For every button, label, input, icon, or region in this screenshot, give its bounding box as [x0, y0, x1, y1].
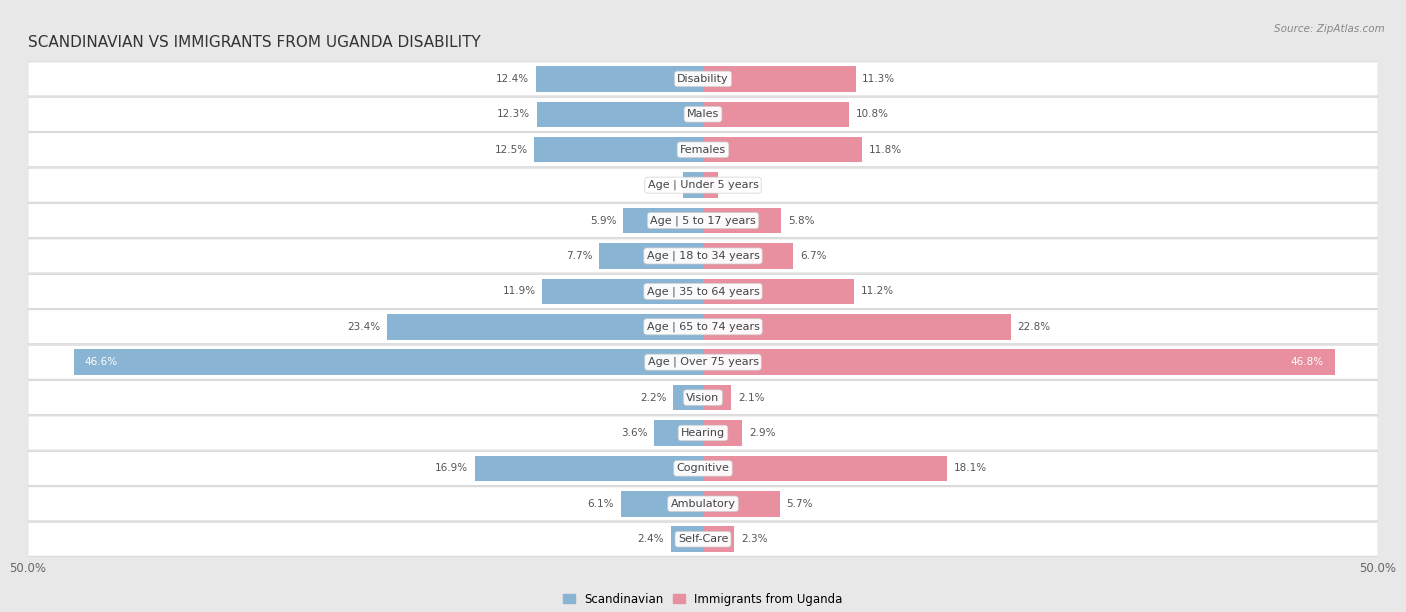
Bar: [673, 385, 703, 410]
Text: 3.6%: 3.6%: [621, 428, 648, 438]
FancyBboxPatch shape: [28, 274, 1378, 308]
Text: 12.5%: 12.5%: [495, 144, 527, 155]
Bar: [703, 456, 948, 481]
Bar: [475, 456, 703, 481]
Text: 2.2%: 2.2%: [640, 392, 666, 403]
Bar: [703, 243, 793, 269]
Bar: [623, 208, 703, 233]
Text: 5.9%: 5.9%: [591, 215, 617, 226]
Bar: [703, 491, 780, 517]
Text: 10.8%: 10.8%: [855, 110, 889, 119]
Text: 7.7%: 7.7%: [565, 251, 592, 261]
Text: Cognitive: Cognitive: [676, 463, 730, 474]
Bar: [537, 102, 703, 127]
Text: 5.7%: 5.7%: [787, 499, 813, 509]
Text: 16.9%: 16.9%: [434, 463, 468, 474]
FancyBboxPatch shape: [28, 416, 1378, 450]
Text: 1.1%: 1.1%: [724, 180, 751, 190]
Text: 46.6%: 46.6%: [84, 357, 118, 367]
Bar: [703, 278, 855, 304]
Text: Females: Females: [681, 144, 725, 155]
Bar: [671, 526, 703, 552]
Bar: [75, 349, 703, 375]
Text: Age | Over 75 years: Age | Over 75 years: [648, 357, 758, 367]
Text: 11.3%: 11.3%: [862, 74, 896, 84]
Text: Age | 65 to 74 years: Age | 65 to 74 years: [647, 321, 759, 332]
FancyBboxPatch shape: [28, 204, 1378, 237]
FancyBboxPatch shape: [28, 522, 1378, 556]
Text: 2.1%: 2.1%: [738, 392, 765, 403]
FancyBboxPatch shape: [28, 487, 1378, 521]
FancyBboxPatch shape: [28, 97, 1378, 132]
Bar: [599, 243, 703, 269]
FancyBboxPatch shape: [28, 239, 1378, 273]
FancyBboxPatch shape: [28, 381, 1378, 414]
Text: 23.4%: 23.4%: [347, 322, 381, 332]
Text: 2.9%: 2.9%: [749, 428, 775, 438]
Text: 11.2%: 11.2%: [860, 286, 894, 296]
Text: 2.4%: 2.4%: [637, 534, 664, 544]
Legend: Scandinavian, Immigrants from Uganda: Scandinavian, Immigrants from Uganda: [558, 588, 848, 611]
Text: Males: Males: [688, 110, 718, 119]
FancyBboxPatch shape: [28, 62, 1378, 96]
FancyBboxPatch shape: [28, 310, 1378, 344]
Text: 18.1%: 18.1%: [955, 463, 987, 474]
Bar: [703, 385, 731, 410]
Text: 2.3%: 2.3%: [741, 534, 768, 544]
Text: Age | 35 to 64 years: Age | 35 to 64 years: [647, 286, 759, 297]
FancyBboxPatch shape: [28, 133, 1378, 166]
Text: 6.7%: 6.7%: [800, 251, 827, 261]
Bar: [620, 491, 703, 517]
Text: SCANDINAVIAN VS IMMIGRANTS FROM UGANDA DISABILITY: SCANDINAVIAN VS IMMIGRANTS FROM UGANDA D…: [28, 35, 481, 50]
Bar: [387, 314, 703, 340]
Bar: [703, 173, 718, 198]
Text: Source: ZipAtlas.com: Source: ZipAtlas.com: [1274, 24, 1385, 34]
Text: 22.8%: 22.8%: [1018, 322, 1050, 332]
Bar: [683, 173, 703, 198]
Bar: [703, 314, 1011, 340]
Text: 11.9%: 11.9%: [502, 286, 536, 296]
Bar: [703, 526, 734, 552]
FancyBboxPatch shape: [28, 345, 1378, 379]
Bar: [534, 137, 703, 162]
Text: 12.3%: 12.3%: [498, 110, 530, 119]
Text: 12.4%: 12.4%: [496, 74, 529, 84]
Bar: [703, 349, 1334, 375]
Bar: [703, 420, 742, 446]
Bar: [703, 208, 782, 233]
FancyBboxPatch shape: [28, 168, 1378, 202]
Text: 11.8%: 11.8%: [869, 144, 903, 155]
Bar: [543, 278, 703, 304]
Text: Ambulatory: Ambulatory: [671, 499, 735, 509]
Text: Self-Care: Self-Care: [678, 534, 728, 544]
Bar: [703, 66, 855, 92]
Text: Hearing: Hearing: [681, 428, 725, 438]
Bar: [536, 66, 703, 92]
Text: Age | 18 to 34 years: Age | 18 to 34 years: [647, 251, 759, 261]
Text: Disability: Disability: [678, 74, 728, 84]
Text: Age | 5 to 17 years: Age | 5 to 17 years: [650, 215, 756, 226]
Bar: [703, 102, 849, 127]
Text: 6.1%: 6.1%: [588, 499, 614, 509]
Text: 46.8%: 46.8%: [1291, 357, 1324, 367]
Bar: [654, 420, 703, 446]
Bar: [703, 137, 862, 162]
Text: 5.8%: 5.8%: [787, 215, 814, 226]
Text: 1.5%: 1.5%: [650, 180, 676, 190]
Text: Vision: Vision: [686, 392, 720, 403]
FancyBboxPatch shape: [28, 452, 1378, 485]
Text: Age | Under 5 years: Age | Under 5 years: [648, 180, 758, 190]
